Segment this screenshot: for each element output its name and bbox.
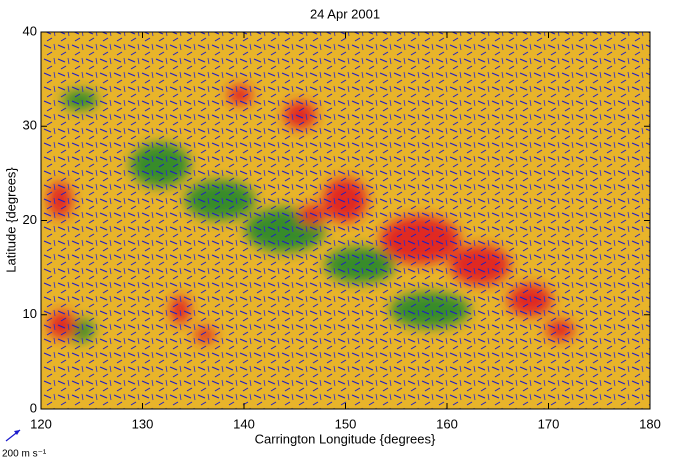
flow-map [41, 32, 650, 409]
x-axis-label: Carrington Longitude {degrees} [255, 431, 436, 446]
y-tick-label: 10 [23, 306, 37, 321]
chart-title: 24 Apr 2001 [310, 6, 380, 21]
x-tick-label: 150 [335, 416, 357, 431]
y-tick-label: 0 [30, 400, 37, 415]
y-tick-label: 40 [23, 23, 37, 38]
x-tick-label: 140 [233, 416, 255, 431]
y-tick-label: 20 [23, 212, 37, 227]
x-tick-label: 120 [30, 416, 52, 431]
x-tick-label: 160 [436, 416, 458, 431]
y-axis-label: Latitude {degrees} [3, 167, 18, 273]
x-tick-label: 130 [132, 416, 154, 431]
scale-label: 200 m s⁻¹ [2, 449, 47, 460]
x-tick-label: 180 [639, 416, 661, 431]
scale-arrow-head [14, 430, 20, 435]
y-tick-label: 30 [23, 118, 37, 133]
x-tick-label: 170 [538, 416, 560, 431]
